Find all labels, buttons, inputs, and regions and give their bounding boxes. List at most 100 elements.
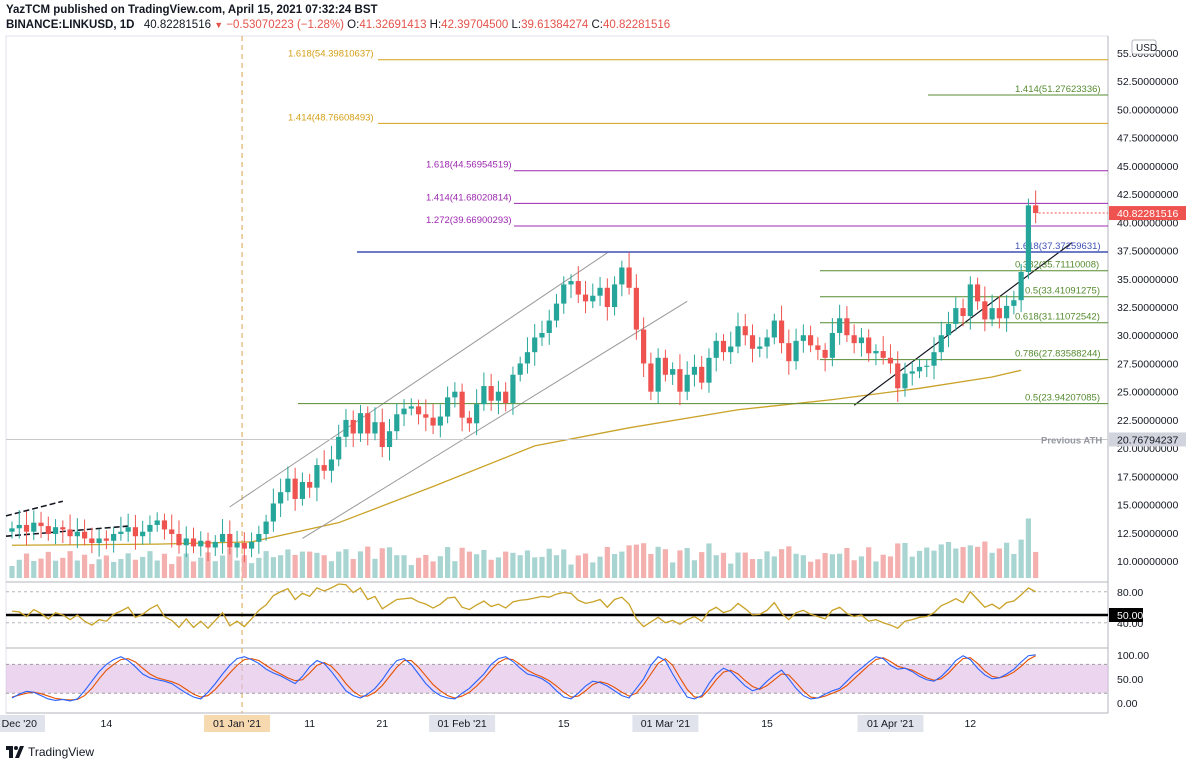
candle-body — [503, 391, 509, 403]
volume-bar — [140, 556, 146, 578]
y-tick-label: 50.00000000 — [1117, 104, 1178, 116]
candle-body — [887, 357, 894, 364]
candle-body — [270, 503, 276, 522]
candle-body — [626, 267, 632, 288]
candle-body — [749, 335, 756, 349]
candle-body — [916, 366, 923, 372]
volume-bar — [401, 555, 407, 578]
candle-body — [619, 267, 625, 285]
volume-bar — [198, 557, 204, 578]
candle-body — [16, 524, 22, 529]
candle-body — [532, 337, 538, 353]
volume-bar — [481, 549, 487, 578]
fib-level-label: 0.786(27.83588244) — [1015, 349, 1101, 360]
volume-bar — [430, 561, 436, 578]
volume-bar — [125, 553, 131, 578]
candle-body — [568, 281, 574, 285]
previous-ath-tag-bg — [1109, 432, 1186, 447]
candle-body — [662, 357, 668, 375]
candle-body — [357, 413, 364, 434]
volume-bar — [1033, 551, 1039, 578]
volume-bar — [713, 555, 719, 578]
x-tick-label: 11 — [304, 718, 315, 730]
volume-bar — [611, 554, 618, 578]
x-tick-highlight — [204, 715, 271, 732]
volume-bar — [52, 560, 59, 578]
candle-body — [52, 527, 59, 534]
candle-body — [902, 373, 908, 389]
volume-bar — [1025, 518, 1031, 578]
volume-bar — [764, 551, 770, 578]
footer-brand[interactable]: TradingView — [6, 745, 94, 759]
fib-level-label: 0.382(35.71110008) — [1015, 260, 1099, 271]
fib-level-label: 1.618(44.56954519) — [426, 160, 512, 171]
fib-level-label: 1.618(54.39810637) — [288, 49, 374, 60]
volume-bar — [590, 562, 596, 578]
volume-bar — [31, 560, 37, 578]
candle-body — [517, 363, 523, 375]
candle-body — [1033, 205, 1039, 214]
candle-body — [757, 346, 763, 349]
candle-body — [401, 408, 407, 415]
volume-bar — [982, 541, 988, 578]
y-tick-label: 22.50000000 — [1117, 415, 1178, 427]
candle-body — [23, 524, 30, 532]
candle-body — [372, 422, 378, 434]
volume-bar — [909, 556, 915, 578]
volume-bar — [111, 561, 117, 578]
candle-body — [82, 531, 88, 539]
fib-level-label: 0.618(31.11072542) — [1015, 312, 1100, 323]
volume-bar — [495, 557, 502, 578]
volume-bar — [735, 552, 741, 578]
volume-bar — [517, 555, 523, 578]
candle-body — [873, 351, 879, 354]
plot-frame — [5, 35, 1109, 714]
candle-body — [655, 357, 661, 392]
x-tick-label: 15 — [761, 718, 773, 730]
publisher-line: YazTCM published on TradingView.com, Apr… — [6, 3, 378, 17]
candle-body — [9, 528, 15, 532]
currency-badge — [1131, 39, 1157, 55]
x-tick-highlight — [0, 715, 45, 732]
volume-bar — [597, 556, 603, 578]
candle-body — [641, 329, 647, 364]
candle-body — [234, 542, 240, 548]
volume-bar — [866, 547, 872, 578]
volume-bar — [60, 557, 66, 578]
candle-body — [720, 340, 727, 353]
volume-bar — [394, 555, 400, 578]
y-tick-label: 45.00000000 — [1117, 161, 1178, 173]
volume-bar — [161, 553, 168, 578]
volume-bar — [336, 551, 342, 578]
last-price-tag-bg — [1109, 206, 1186, 221]
fib-level-label: 1.414(41.68020814) — [426, 192, 512, 203]
volume-bar — [1011, 554, 1017, 578]
candle-body — [111, 533, 117, 541]
x-tick-label: 01 Feb '21 — [437, 718, 486, 730]
candle-body — [198, 540, 204, 547]
volume-bar — [858, 556, 865, 578]
volume-bar — [82, 554, 88, 578]
rsi-tick-label: 80.00 — [1117, 587, 1143, 599]
volume-bar — [459, 547, 465, 578]
x-tick-label: 01 Jan '21 — [213, 718, 261, 730]
volume-bar — [372, 558, 378, 578]
y-tick-label: 15.00000000 — [1117, 500, 1178, 512]
candle-body — [960, 308, 966, 317]
candle-body — [321, 465, 327, 471]
currency-label: USD — [1136, 43, 1157, 54]
candle-body — [706, 357, 712, 383]
volume-bar — [256, 557, 262, 578]
candle-body — [771, 320, 777, 338]
candle-body — [96, 538, 102, 543]
candle-body — [829, 332, 835, 358]
volume-bar — [38, 558, 44, 578]
candle-body — [938, 335, 944, 353]
candle-body — [866, 337, 872, 354]
volume-bar — [212, 561, 218, 578]
candle-body — [205, 540, 211, 548]
symbol-label[interactable]: BINANCE:LINKUSD, 1D — [6, 19, 135, 31]
volume-bar — [996, 548, 1002, 578]
candle-body — [648, 363, 654, 392]
